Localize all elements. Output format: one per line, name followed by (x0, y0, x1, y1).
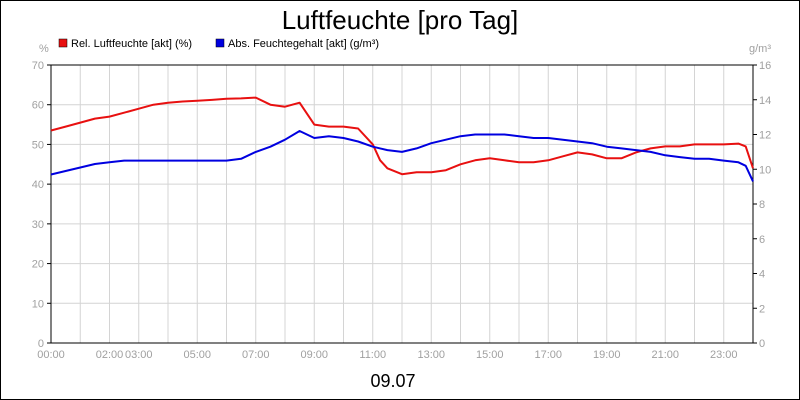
right-tick-label: 16 (759, 60, 771, 72)
left-tick-label: 0 (38, 338, 44, 350)
chart-subtitle: 09.07 (370, 371, 415, 391)
legend: Rel. Luftfeuchte [akt] (%) Abs. Feuchtege… (58, 38, 379, 50)
legend-label: Rel. Luftfeuchte [akt] (%) (71, 38, 192, 50)
left-tick-label: 10 (32, 298, 44, 310)
x-tick-label: 15:00 (476, 349, 504, 361)
right-tick-label: 14 (759, 95, 771, 107)
grid-layer (50, 64, 754, 344)
left-tick-label: 20 (32, 259, 44, 271)
series-line-abs-humidity (50, 130, 754, 182)
x-tick-label: 21:00 (651, 349, 679, 361)
x-tick-label: 07:00 (242, 349, 270, 361)
left-tick-label: 30 (32, 219, 44, 231)
left-tick-label: 60 (32, 100, 44, 112)
x-tick-label: 03:00 (125, 349, 153, 361)
left-tick-label: 70 (32, 60, 44, 72)
legend-swatch (58, 38, 68, 48)
tick-layer: 0 10 20 30 40 50 60 70 0 2 4 6 8 10 12 14 16 00:00 02:00 03… (32, 60, 772, 361)
series-line-rel-humidity (50, 96, 754, 176)
x-tick-label: 00:00 (37, 349, 65, 361)
x-tick-label: 02:00 (96, 349, 124, 361)
right-tick-label: 0 (759, 338, 765, 350)
left-tick-label: 50 (32, 139, 44, 151)
x-tick-label: 11:00 (359, 349, 386, 361)
x-tick-label: 05:00 (183, 349, 211, 361)
right-tick-label: 8 (759, 199, 765, 211)
right-tick-label: 12 (759, 130, 771, 142)
x-tick-label: 19:00 (593, 349, 621, 361)
x-tick-label: 09:00 (300, 349, 328, 361)
x-tick-label: 23:00 (710, 349, 738, 361)
right-tick-label: 6 (759, 234, 765, 246)
series-layer (50, 96, 754, 182)
right-axis-unit: g/m³ (749, 43, 771, 55)
x-tick-label: 13:00 (417, 349, 445, 361)
right-tick-label: 10 (759, 164, 771, 176)
chart-title: Luftfeuchte [pro Tag] (282, 5, 519, 35)
right-tick-label: 4 (759, 269, 765, 281)
legend-label: Abs. Feuchtegehalt [akt] (g/m³) (228, 38, 379, 50)
left-tick-label: 40 (32, 179, 44, 191)
right-tick-label: 2 (759, 303, 765, 315)
x-tick-label: 17:00 (534, 349, 562, 361)
legend-swatch (215, 38, 225, 48)
left-axis-unit: % (39, 43, 49, 55)
